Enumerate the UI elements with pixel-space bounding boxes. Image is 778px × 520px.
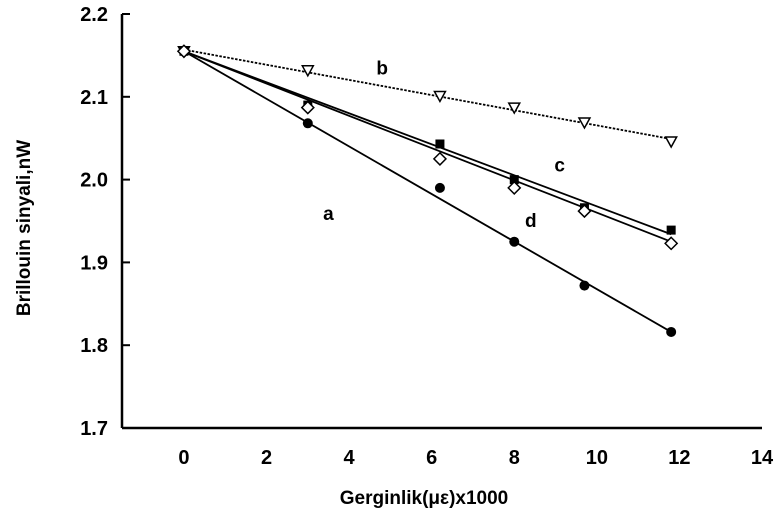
data-point-b: [577, 117, 592, 130]
data-point-a: [302, 118, 313, 129]
series-label-b: b: [376, 58, 388, 79]
series-label-d: d: [525, 211, 537, 232]
x-tick-label: 12: [668, 447, 690, 469]
fit-line-a: [183, 50, 672, 333]
x-tick-label: 2: [261, 447, 272, 469]
x-tick-label: 6: [426, 447, 437, 469]
fit-line-c: [183, 50, 672, 236]
data-point-c: [666, 225, 676, 235]
data-point-a: [579, 280, 590, 291]
data-point-b: [433, 90, 447, 104]
y-tick-label: 1.8: [80, 335, 108, 357]
x-tick-label: 8: [509, 447, 520, 469]
data-point-a: [434, 182, 445, 193]
data-point-b: [664, 136, 678, 149]
data-point-d: [432, 151, 447, 166]
data-point-b: [507, 102, 522, 115]
data-point-a: [666, 326, 677, 337]
x-tick-label: 14: [751, 447, 774, 469]
series-label-c: c: [554, 155, 565, 176]
data-point-b: [301, 65, 315, 78]
data-point-d: [577, 204, 592, 219]
data-point-d: [664, 236, 679, 251]
fit-line-d: [183, 50, 672, 243]
y-axis-label: Brillouin sinyali,nW: [14, 140, 35, 316]
data-point-d: [300, 100, 315, 115]
y-tick-label: 2.1: [80, 87, 108, 109]
fit-line-b: [183, 48, 672, 140]
data-point-a: [509, 236, 520, 247]
x-tick-label: 0: [178, 447, 189, 469]
data-point-c: [435, 139, 445, 149]
x-tick-label: 4: [344, 447, 356, 469]
x-tick-label: 10: [586, 447, 608, 469]
data-point-d: [176, 44, 191, 59]
data-point-d: [507, 180, 522, 195]
y-tick-label: 1.9: [80, 252, 108, 274]
data-point-c: [509, 175, 519, 185]
y-tick-label: 2.0: [80, 170, 108, 192]
series-label-a: a: [323, 204, 334, 225]
x-axis-label: Gerginlik(με)x1000: [340, 488, 509, 509]
y-tick-label: 1.7: [80, 418, 108, 440]
y-tick-label: 2.2: [80, 4, 108, 26]
